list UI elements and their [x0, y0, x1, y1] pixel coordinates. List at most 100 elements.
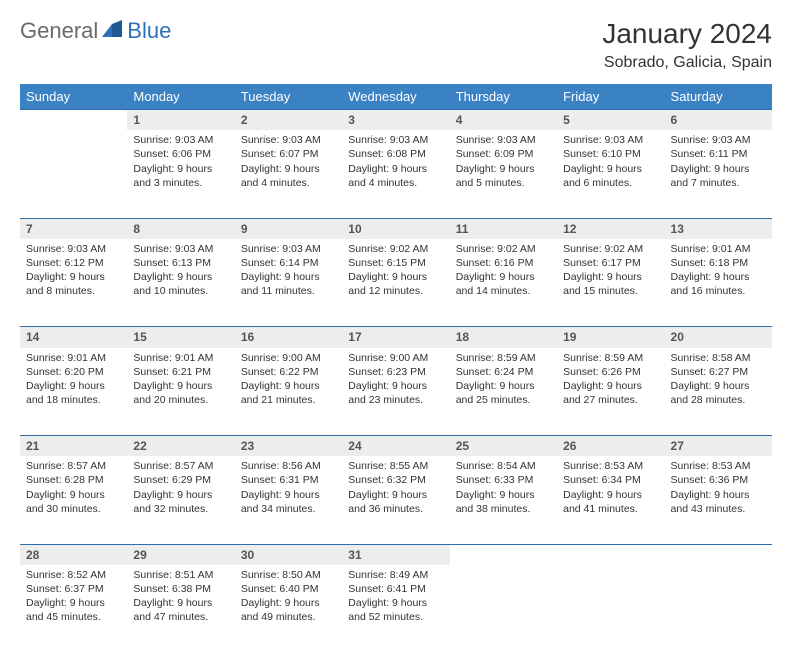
- sunset-text: Sunset: 6:27 PM: [671, 365, 766, 379]
- day-number: 26: [557, 436, 664, 457]
- data-row: Sunrise: 8:52 AMSunset: 6:37 PMDaylight:…: [20, 565, 772, 653]
- day-number: 10: [342, 218, 449, 239]
- day-number: 23: [235, 436, 342, 457]
- sunset-text: Sunset: 6:34 PM: [563, 473, 658, 487]
- daynum-row: 21222324252627: [20, 436, 772, 457]
- day-cell: Sunrise: 9:03 AMSunset: 6:07 PMDaylight:…: [235, 130, 342, 218]
- day-number: [557, 544, 664, 565]
- daylight-text: Daylight: 9 hours and 32 minutes.: [133, 488, 228, 516]
- sunset-text: Sunset: 6:28 PM: [26, 473, 121, 487]
- sunrise-text: Sunrise: 9:03 AM: [133, 133, 228, 147]
- sunset-text: Sunset: 6:21 PM: [133, 365, 228, 379]
- daylight-text: Daylight: 9 hours and 38 minutes.: [456, 488, 551, 516]
- day-number: 18: [450, 327, 557, 348]
- day-number: 3: [342, 110, 449, 131]
- sunrise-text: Sunrise: 9:01 AM: [671, 242, 766, 256]
- sunset-text: Sunset: 6:41 PM: [348, 582, 443, 596]
- weekday-header: Tuesday: [235, 84, 342, 110]
- daynum-row: 78910111213: [20, 218, 772, 239]
- day-cell: Sunrise: 9:03 AMSunset: 6:11 PMDaylight:…: [665, 130, 772, 218]
- day-cell: Sunrise: 9:03 AMSunset: 6:14 PMDaylight:…: [235, 239, 342, 327]
- sunset-text: Sunset: 6:29 PM: [133, 473, 228, 487]
- sunset-text: Sunset: 6:15 PM: [348, 256, 443, 270]
- logo-text-general: General: [20, 18, 98, 44]
- daylight-text: Daylight: 9 hours and 49 minutes.: [241, 596, 336, 624]
- sunset-text: Sunset: 6:24 PM: [456, 365, 551, 379]
- day-number: 13: [665, 218, 772, 239]
- daylight-text: Daylight: 9 hours and 15 minutes.: [563, 270, 658, 298]
- day-cell: [557, 565, 664, 653]
- day-cell: Sunrise: 9:03 AMSunset: 6:08 PMDaylight:…: [342, 130, 449, 218]
- daylight-text: Daylight: 9 hours and 45 minutes.: [26, 596, 121, 624]
- daylight-text: Daylight: 9 hours and 23 minutes.: [348, 379, 443, 407]
- daylight-text: Daylight: 9 hours and 43 minutes.: [671, 488, 766, 516]
- daylight-text: Daylight: 9 hours and 52 minutes.: [348, 596, 443, 624]
- day-number: 2: [235, 110, 342, 131]
- daylight-text: Daylight: 9 hours and 3 minutes.: [133, 162, 228, 190]
- sunset-text: Sunset: 6:37 PM: [26, 582, 121, 596]
- daynum-row: 14151617181920: [20, 327, 772, 348]
- daynum-row: 123456: [20, 110, 772, 131]
- sunrise-text: Sunrise: 9:02 AM: [348, 242, 443, 256]
- sunrise-text: Sunrise: 8:57 AM: [26, 459, 121, 473]
- day-number: 25: [450, 436, 557, 457]
- sunrise-text: Sunrise: 9:03 AM: [456, 133, 551, 147]
- day-number: 16: [235, 327, 342, 348]
- data-row: Sunrise: 8:57 AMSunset: 6:28 PM Daylight:…: [20, 456, 772, 544]
- daylight-text: Daylight: 9 hours and 36 minutes.: [348, 488, 443, 516]
- sunrise-text: Sunrise: 8:51 AM: [133, 568, 228, 582]
- day-number: 14: [20, 327, 127, 348]
- day-cell: Sunrise: 9:02 AMSunset: 6:16 PMDaylight:…: [450, 239, 557, 327]
- sunrise-text: Sunrise: 8:53 AM: [563, 459, 658, 473]
- day-cell: Sunrise: 9:00 AMSunset: 6:22 PMDaylight:…: [235, 348, 342, 436]
- day-cell: Sunrise: 9:01 AMSunset: 6:20 PMDaylight:…: [20, 348, 127, 436]
- day-number: 30: [235, 544, 342, 565]
- weekday-header-row: Sunday Monday Tuesday Wednesday Thursday…: [20, 84, 772, 110]
- daylight-text: Daylight: 9 hours and 7 minutes.: [671, 162, 766, 190]
- daynum-row: 28293031: [20, 544, 772, 565]
- day-cell: Sunrise: 9:03 AMSunset: 6:13 PMDaylight:…: [127, 239, 234, 327]
- daylight-text: Daylight: 9 hours and 34 minutes.: [241, 488, 336, 516]
- sunset-text: Sunset: 6:38 PM: [133, 582, 228, 596]
- data-row: Sunrise: 9:01 AMSunset: 6:20 PMDaylight:…: [20, 348, 772, 436]
- sunset-text: Sunset: 6:36 PM: [671, 473, 766, 487]
- sunrise-text: Sunrise: 9:03 AM: [671, 133, 766, 147]
- sunset-text: Sunset: 6:12 PM: [26, 256, 121, 270]
- day-cell: Sunrise: 8:55 AMSunset: 6:32 PMDaylight:…: [342, 456, 449, 544]
- day-cell: Sunrise: 8:54 AMSunset: 6:33 PMDaylight:…: [450, 456, 557, 544]
- sunrise-text: Sunrise: 9:03 AM: [26, 242, 121, 256]
- sunset-text: Sunset: 6:17 PM: [563, 256, 658, 270]
- day-cell: Sunrise: 9:03 AMSunset: 6:06 PMDaylight:…: [127, 130, 234, 218]
- day-cell: Sunrise: 8:49 AMSunset: 6:41 PMDaylight:…: [342, 565, 449, 653]
- day-cell: Sunrise: 9:03 AMSunset: 6:12 PMDaylight:…: [20, 239, 127, 327]
- sunrise-text: Sunrise: 9:02 AM: [456, 242, 551, 256]
- weekday-header: Saturday: [665, 84, 772, 110]
- daylight-text: Daylight: 9 hours and 47 minutes.: [133, 596, 228, 624]
- day-cell: Sunrise: 8:50 AMSunset: 6:40 PMDaylight:…: [235, 565, 342, 653]
- month-title: January 2024: [602, 18, 772, 50]
- sunset-text: Sunset: 6:40 PM: [241, 582, 336, 596]
- daylight-text: Daylight: 9 hours and 4 minutes.: [241, 162, 336, 190]
- daylight-text: Daylight: 9 hours and 6 minutes.: [563, 162, 658, 190]
- sunrise-text: Sunrise: 9:03 AM: [241, 242, 336, 256]
- day-cell: Sunrise: 8:59 AMSunset: 6:24 PMDaylight:…: [450, 348, 557, 436]
- sunrise-text: Sunrise: 9:02 AM: [563, 242, 658, 256]
- daylight-text: Daylight: 9 hours and 25 minutes.: [456, 379, 551, 407]
- day-cell: Sunrise: 8:53 AMSunset: 6:36 PMDaylight:…: [665, 456, 772, 544]
- day-cell: Sunrise: 9:01 AMSunset: 6:21 PMDaylight:…: [127, 348, 234, 436]
- sunrise-text: Sunrise: 9:03 AM: [563, 133, 658, 147]
- sunset-text: Sunset: 6:10 PM: [563, 147, 658, 161]
- daylight-text: Daylight: 9 hours and 8 minutes.: [26, 270, 121, 298]
- sunset-text: Sunset: 6:31 PM: [241, 473, 336, 487]
- day-cell: Sunrise: 8:59 AMSunset: 6:26 PMDaylight:…: [557, 348, 664, 436]
- logo: General Blue: [20, 18, 171, 44]
- sunrise-text: Sunrise: 8:56 AM: [241, 459, 336, 473]
- weekday-header: Monday: [127, 84, 234, 110]
- day-number: 5: [557, 110, 664, 131]
- day-number: 11: [450, 218, 557, 239]
- sunset-text: Sunset: 6:07 PM: [241, 147, 336, 161]
- day-number: 1: [127, 110, 234, 131]
- data-row: Sunrise: 9:03 AMSunset: 6:12 PMDaylight:…: [20, 239, 772, 327]
- sunset-text: Sunset: 6:14 PM: [241, 256, 336, 270]
- sunset-text: Sunset: 6:32 PM: [348, 473, 443, 487]
